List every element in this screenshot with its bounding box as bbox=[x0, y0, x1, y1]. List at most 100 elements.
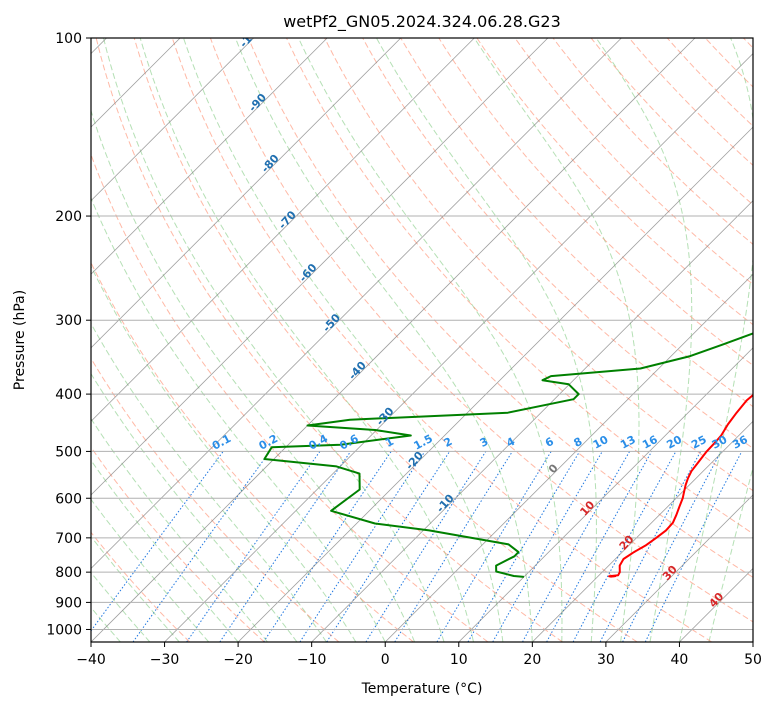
isotherm-line bbox=[164, 52, 753, 642]
y-tick-label: 700 bbox=[55, 531, 82, 547]
dry-adiabat-line bbox=[514, 38, 753, 285]
mixing-ratio-label: 10 bbox=[591, 433, 611, 452]
y-tick-label: 300 bbox=[55, 313, 82, 329]
x-tick-label: 40 bbox=[671, 652, 689, 668]
mixing-ratio-line bbox=[644, 451, 743, 642]
moist-adiabat-line bbox=[595, 38, 693, 642]
y-tick-label: 1000 bbox=[46, 622, 82, 638]
mixing-ratio-line bbox=[132, 451, 271, 642]
y-axis-title: Pressure (hPa) bbox=[12, 290, 28, 390]
moist-adiabat-line bbox=[91, 459, 239, 642]
isotherm-line bbox=[458, 347, 753, 642]
isotherm-line bbox=[91, 38, 549, 496]
moist-adiabats bbox=[91, 38, 753, 642]
y-tick-label: 200 bbox=[55, 209, 82, 225]
plot-frame bbox=[90, 37, 754, 643]
dry-adiabat-line bbox=[324, 38, 753, 492]
x-tick-label: 20 bbox=[523, 652, 541, 668]
mixing-ratio-line bbox=[599, 451, 702, 642]
dry-adiabat-line bbox=[590, 38, 753, 206]
moist-adiabat-line bbox=[91, 109, 416, 642]
mixing-ratio-label: 25 bbox=[689, 433, 709, 452]
moist-adiabat-line bbox=[91, 372, 298, 642]
x-tick-label: −30 bbox=[150, 652, 180, 668]
moist-adiabat-line bbox=[678, 38, 753, 642]
dry-adiabat-line bbox=[400, 38, 753, 408]
dry-adiabat-line bbox=[476, 38, 753, 326]
dry-adiabat-line bbox=[91, 357, 340, 642]
y-tick-label: 500 bbox=[55, 444, 82, 460]
moist-adiabat-line bbox=[708, 465, 753, 642]
x-axis-title: Temperature (°C) bbox=[361, 681, 483, 697]
dry-adiabat-line bbox=[209, 38, 753, 623]
mixing-ratio-label: 20 bbox=[664, 433, 684, 452]
moist-adiabat-line bbox=[91, 417, 268, 642]
isotherm-line bbox=[91, 38, 622, 570]
moist-adiabat-line bbox=[234, 38, 533, 642]
plot-area: 0.10.20.40.611.52346810131620253036-100-… bbox=[91, 38, 753, 642]
moist-adiabat-line bbox=[473, 38, 640, 642]
isotherm-line bbox=[237, 126, 753, 642]
skewed-isotherms bbox=[91, 38, 753, 642]
isotherm-line bbox=[91, 38, 475, 422]
isotherm-line bbox=[91, 38, 254, 202]
x-tick-label: 50 bbox=[744, 652, 762, 668]
moist-adiabat-line bbox=[103, 38, 445, 642]
chart-title: wetPf2_GN05.2024.324.06.28.G23 bbox=[283, 12, 561, 32]
dewpoint-curve bbox=[263, 332, 753, 578]
x-tick-label: 0 bbox=[381, 652, 390, 668]
isotherm-line bbox=[311, 200, 753, 642]
dry-adiabat-line bbox=[247, 38, 753, 578]
moist-adiabat-line bbox=[91, 535, 180, 642]
isotherm-line bbox=[532, 420, 753, 642]
pressure-gridlines bbox=[91, 38, 753, 630]
dry-adiabat-line bbox=[91, 261, 414, 642]
dry-adiabat-line bbox=[95, 38, 563, 642]
mixing-ratio-label: 16 bbox=[640, 433, 660, 452]
dry-adiabat-line bbox=[91, 153, 489, 642]
y-tick-label: 600 bbox=[55, 491, 82, 507]
moist-adiabat-line bbox=[91, 322, 327, 642]
y-tick-label: 800 bbox=[55, 565, 82, 581]
dry-adiabat-line bbox=[91, 531, 191, 642]
isotherm-line bbox=[91, 38, 696, 642]
dry-adiabat-line bbox=[286, 38, 753, 535]
x-tick-label: 30 bbox=[597, 652, 615, 668]
temperature-curve bbox=[608, 393, 753, 578]
mixing-ratio-line bbox=[299, 451, 426, 642]
mixing-ratio-line bbox=[326, 451, 451, 642]
x-tick-label: 10 bbox=[450, 652, 468, 668]
isotherm-line bbox=[91, 38, 402, 349]
profile-curves bbox=[263, 332, 753, 578]
mixing-ratio-line bbox=[492, 451, 603, 642]
mixing-ratio-line bbox=[622, 451, 722, 642]
y-tick-label: 900 bbox=[55, 595, 82, 611]
mixing-ratio-line bbox=[365, 451, 487, 642]
x-tick-label: −20 bbox=[223, 652, 253, 668]
dry-adiabat-line bbox=[438, 38, 753, 366]
x-axis: −40 −30 −20 −10 0 10 20 30 40 50 bbox=[76, 642, 762, 668]
mixing-ratio-line bbox=[91, 451, 224, 632]
moist-adiabat-line bbox=[376, 38, 597, 642]
y-tick-label: 400 bbox=[55, 387, 82, 403]
mixing-ratio-label: 30 bbox=[710, 433, 730, 452]
dry-adiabat-line bbox=[628, 38, 753, 166]
x-tick-label: −10 bbox=[297, 652, 327, 668]
mixing-ratio-line bbox=[219, 451, 352, 642]
moist-adiabat-line bbox=[298, 38, 563, 642]
mixing-ratio-line bbox=[522, 451, 631, 642]
moist-adiabat-line bbox=[139, 38, 474, 642]
mixing-ratio-label: 13 bbox=[618, 433, 638, 452]
y-tick-label: 100 bbox=[55, 31, 82, 47]
dry-adiabat-line bbox=[133, 38, 638, 642]
dry-adiabat-line bbox=[552, 38, 753, 245]
moist-adiabat-line bbox=[183, 38, 504, 642]
isotherm-line bbox=[91, 38, 328, 275]
mixing-ratio-label: 36 bbox=[730, 433, 750, 452]
isotherm-line bbox=[605, 494, 753, 642]
y-axis: 1000 900 800 700 600 500 400 300 200 100 bbox=[46, 31, 91, 638]
x-tick-label: −40 bbox=[76, 652, 106, 668]
moist-adiabat-line bbox=[91, 196, 386, 642]
